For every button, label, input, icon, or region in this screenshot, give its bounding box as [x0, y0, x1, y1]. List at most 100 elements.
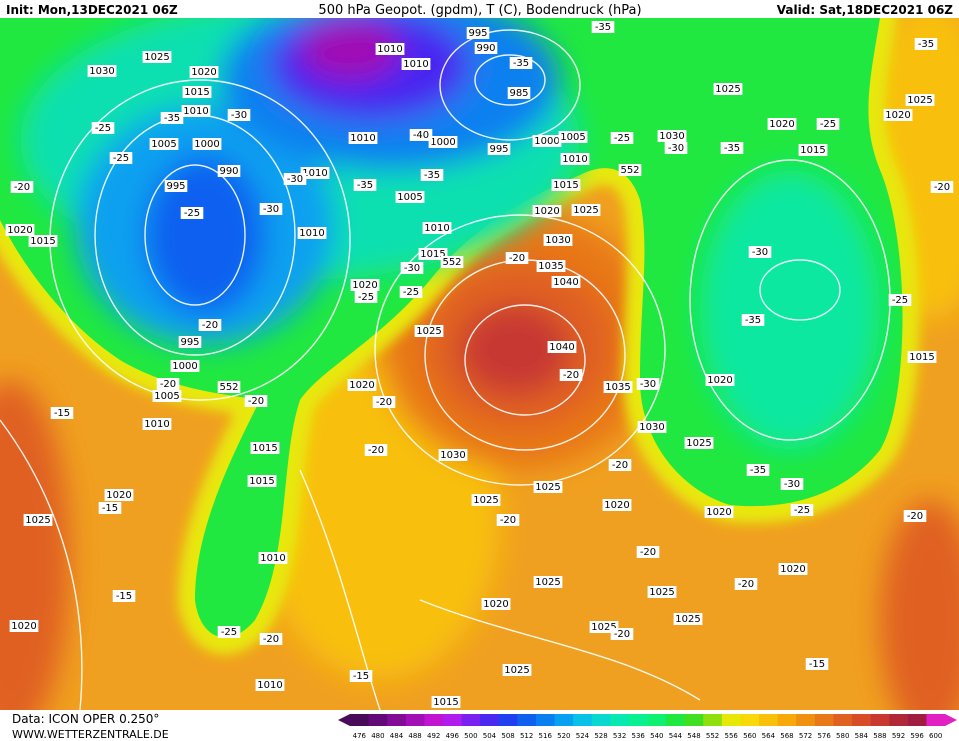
temperature-label: -25 [820, 119, 836, 130]
temperature-label-box [420, 169, 444, 181]
isobar-label: 1005 [397, 192, 422, 203]
isobar-label: 1020 [534, 206, 559, 217]
temperature-label: -30 [404, 263, 420, 274]
temperature-label-box [591, 21, 615, 33]
temperature-label: -20 [640, 547, 656, 558]
colorbar-swatch [368, 714, 388, 726]
colorbar-swatch [628, 714, 648, 726]
colorbar-swatch [610, 714, 630, 726]
isobar-label: 995 [166, 181, 185, 192]
colorbar-tick-label: 508 [501, 732, 514, 740]
colorbar-swatch [833, 714, 853, 726]
isobar-label-box [481, 598, 511, 610]
isobar-label-box [533, 576, 563, 588]
isobar-label-box [533, 481, 563, 493]
temperature-label: -35 [357, 180, 373, 191]
isobar-label: 1020 [780, 564, 805, 575]
colorbar-tick-label: 564 [762, 732, 776, 740]
temperature-label: -30 [287, 174, 303, 185]
isobar-label-box [152, 390, 182, 402]
isobar-label-box [466, 27, 490, 39]
isobar-label: 1005 [154, 391, 179, 402]
temperature-label: -20 [907, 511, 923, 522]
isobar-label: 985 [509, 88, 528, 99]
isobar-label: 552 [219, 382, 238, 393]
isobar-label-box [502, 664, 532, 676]
isobar-label: 1015 [249, 476, 274, 487]
isobar-label-box [418, 248, 448, 260]
isobar-label-box [551, 276, 581, 288]
temperature-label-box [748, 246, 772, 258]
temperature-label: -20 [509, 253, 525, 264]
colorbar-swatch [721, 714, 741, 726]
colorbar-swatch [814, 714, 834, 726]
temperature-label: -35 [724, 143, 740, 154]
temperature-label-box [720, 142, 744, 154]
isobar-label-box [164, 180, 188, 192]
isobar-label-box [560, 153, 590, 165]
temperature-label-box [259, 203, 283, 215]
temperature-label: -25 [95, 123, 111, 134]
isobar-label: 1020 [483, 599, 508, 610]
temperature-label: -35 [164, 113, 180, 124]
temperature-label-box [496, 514, 520, 526]
colorbar-tick-label: 532 [613, 732, 626, 740]
colorbar-swatch [573, 714, 593, 726]
temperature-label: -20 [738, 579, 754, 590]
temperature-label-box [888, 294, 912, 306]
isobar-label-box [192, 138, 222, 150]
isobar-label-box [189, 66, 219, 78]
colorbar-swatch [647, 714, 667, 726]
isobar-label-box [673, 613, 703, 625]
isobar-label: 1020 [349, 380, 374, 391]
temperature-label: -30 [752, 247, 768, 258]
isobar-label: 1000 [194, 139, 219, 150]
isobar-label: 1010 [299, 228, 324, 239]
colorbar-tick-label: 596 [910, 732, 924, 740]
isobar-label-box [375, 43, 405, 55]
isobar-label-box [883, 109, 913, 121]
isobar-label: 1020 [706, 507, 731, 518]
temperature-label-box [409, 129, 433, 141]
temperature-label-box [505, 252, 529, 264]
isobar-label: 1020 [769, 119, 794, 130]
isobar-label: 1010 [377, 44, 402, 55]
temperature-label: -35 [750, 465, 766, 476]
isobar-label-box [647, 586, 677, 598]
isobar-label: 1005 [560, 132, 585, 143]
temperature-label-box [610, 132, 634, 144]
isobar-label: 990 [476, 43, 495, 54]
colorbar-swatch [926, 714, 946, 726]
temperature-label-box [91, 122, 115, 134]
isobar-label-box [547, 341, 577, 353]
temperature-label: -25 [221, 627, 237, 638]
isobar-label: 1015 [800, 145, 825, 156]
colorbar-swatch [777, 714, 797, 726]
isobar-label: 1005 [151, 139, 176, 150]
isobar-label: 1025 [907, 95, 932, 106]
isobar-label-box [347, 379, 377, 391]
isobar-label-box [603, 381, 633, 393]
temperature-label: -20 [500, 515, 516, 526]
isobar-label: 1030 [545, 235, 570, 246]
isobar-label: 1025 [591, 622, 616, 633]
isobar-label-box [414, 325, 444, 337]
temperature-label: -30 [640, 379, 656, 390]
temperature-label-box [109, 152, 133, 164]
temperature-label: -30 [668, 143, 684, 154]
temperature-label-box [780, 478, 804, 490]
temperature-label: -30 [263, 204, 279, 215]
colorbar-swatch [535, 714, 556, 726]
colorbar-tick-label: 476 [353, 732, 367, 740]
temperature-label: -20 [376, 397, 392, 408]
isobar-label-box [551, 179, 581, 191]
isobar-label-box [571, 204, 601, 216]
temperature-label: -25 [113, 153, 129, 164]
isobar-label: 1010 [403, 59, 428, 70]
temperature-label: -25 [614, 133, 630, 144]
isobar-label: 1025 [573, 205, 598, 216]
colorbar-tick-label: 536 [632, 732, 646, 740]
isobar-label-box [684, 437, 714, 449]
isobar-label: 1010 [257, 680, 282, 691]
